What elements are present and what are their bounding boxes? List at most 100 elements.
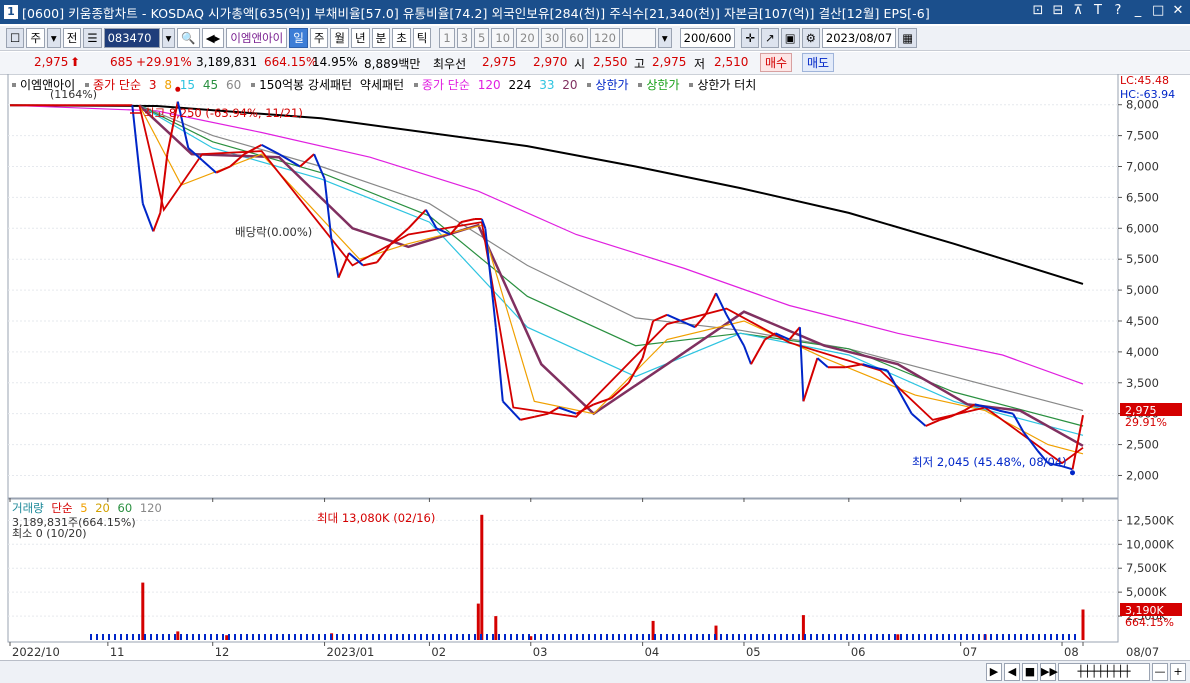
volume-bar-baseline [360,634,362,640]
tab-monthly[interactable]: 월 [330,28,350,48]
date-input[interactable]: 2023/08/07 [821,28,897,48]
date-axis: 2022/10 11 12 2023/01 02 03 04 05 06 07 08 08/07 [9,498,1159,659]
bid-price: 2,975 [482,55,517,69]
stock-name[interactable]: 이엠앤아이 [226,28,288,48]
price-tick-label: 7,500 [1126,129,1159,143]
stop-icon[interactable]: ■ [1022,663,1038,681]
font-icon[interactable]: T [1094,3,1102,18]
tab-second[interactable]: 초 [392,28,411,48]
interval-30[interactable]: 30 [540,28,564,48]
interval-60[interactable]: 60 [565,28,588,48]
tab-minute[interactable]: 분 [371,28,391,48]
code-input[interactable]: 083470 [103,28,160,48]
volume-bar-baseline [888,634,890,640]
save-icon[interactable]: ▣ [780,28,800,48]
close-icon[interactable]: ✕ [1172,3,1184,18]
interval-10[interactable]: 10 [491,28,515,48]
price-segment [666,313,682,322]
date-tick-label: 2022/10 [12,645,60,659]
checkbox-icon[interactable]: ☐ [6,28,25,48]
price-segment [750,339,766,365]
price-segment [1036,450,1049,464]
interval-1[interactable]: 1 [439,28,455,48]
help-icon[interactable]: ? [1114,3,1122,18]
volume-bar-baseline [282,634,284,640]
pin-icon[interactable]: ⊼ [1073,3,1083,18]
maximize-icon[interactable]: □ [1152,3,1165,18]
volume-bar-baseline [102,634,104,640]
low-price: 2,510 [714,55,749,69]
search-icon[interactable]: 🔍 [177,28,200,48]
price-panel [7,74,1119,499]
volume-bar-baseline [1044,634,1046,640]
high-point-marker [175,86,181,92]
chart-area[interactable]: 2,0002,5003,0003,5004,0004,5005,0005,500… [0,74,1190,660]
volume-bar [476,603,480,640]
link-icon[interactable]: ⊡ [1032,3,1044,18]
play-icon[interactable]: ▶ [986,663,1002,681]
calendar-icon[interactable]: ▦ [898,28,918,48]
zoom-in-icon[interactable]: + [1170,663,1186,681]
layout-icon[interactable]: ⊟ [1052,3,1064,18]
sound-icon[interactable]: ◀▸ [201,28,225,48]
period-select[interactable]: 주 [26,28,45,48]
volume-bar-baseline [816,634,818,640]
volume-bar-baseline [744,634,746,640]
buy-button[interactable]: 매수 [760,53,793,72]
gear-icon[interactable]: ⚙ [801,28,820,48]
volume-current-label: 3,189,831주(664.15%) [12,516,136,529]
prev-button[interactable]: 전 [62,28,82,48]
volume-bar-baseline [570,634,572,640]
price-segment [988,406,1000,412]
volume-bar-baseline [630,634,632,640]
volume-bar-baseline [228,634,230,640]
tab-daily[interactable]: 일 [289,28,308,48]
tab-tick[interactable]: 틱 [412,28,432,48]
volume-bar-baseline [294,634,296,640]
custom-interval-input[interactable] [621,28,656,48]
volume-bar-baseline [834,634,836,640]
volume-bar-baseline [972,634,974,640]
price-segment [1071,415,1084,470]
price-segment [725,314,745,347]
legend-upper-limit-1: 상한가 [595,78,629,92]
volume-bar-baseline [168,634,170,640]
tab-yearly[interactable]: 년 [351,28,370,48]
price-segment [547,406,560,415]
window-controls: ⊡ ⊟ ⊼ T ? _ □ ✕ [1032,3,1184,18]
tab-weekly[interactable]: 주 [309,28,329,48]
price-segment [201,159,217,174]
crosshair-icon[interactable]: ✛ [741,28,760,48]
volume-bar-baseline [780,634,782,640]
interval-3[interactable]: 3 [456,28,473,48]
minimize-icon[interactable]: _ [1134,3,1142,18]
price-axis: 2,0002,5003,0003,5004,0004,5005,0005,500… [1118,98,1159,482]
date-tick-label: 2023/01 [327,645,375,659]
dropdown-arrow-icon[interactable]: ▾ [46,28,61,48]
count-input[interactable]: 200/600 [679,28,736,48]
ma-line-120 [9,104,1084,385]
volume-bar-baseline [798,634,800,640]
zoom-out-icon[interactable]: — [1152,663,1168,681]
step-back-icon[interactable]: ◀ [1004,663,1020,681]
fast-forward-icon[interactable]: ▶▶ [1040,663,1058,681]
price-segment [652,313,668,322]
zoom-slider[interactable]: ┼┼┼┼┼┼┼┼ [1058,663,1150,681]
volume-bar-baseline [462,634,464,640]
cursor-icon[interactable]: ↗ [761,28,779,48]
price-segment [390,227,410,245]
code-dropdown-icon[interactable]: ▾ [161,28,176,48]
interval-dropdown-icon[interactable]: ▾ [657,28,672,48]
interval-120[interactable]: 120 [589,28,620,48]
price-segment [484,228,497,328]
volume-bar-baseline [138,634,140,640]
volume-bar-baseline [348,634,350,640]
interval-20[interactable]: 20 [516,28,539,48]
volume-bar-baseline [822,634,824,640]
volume-bar-baseline [714,634,716,640]
volume-grid [8,519,1118,617]
volume-bar-baseline [384,634,386,640]
sell-button[interactable]: 매도 [802,53,835,72]
list-icon[interactable]: ☰ [83,28,102,48]
interval-5[interactable]: 5 [474,28,490,48]
